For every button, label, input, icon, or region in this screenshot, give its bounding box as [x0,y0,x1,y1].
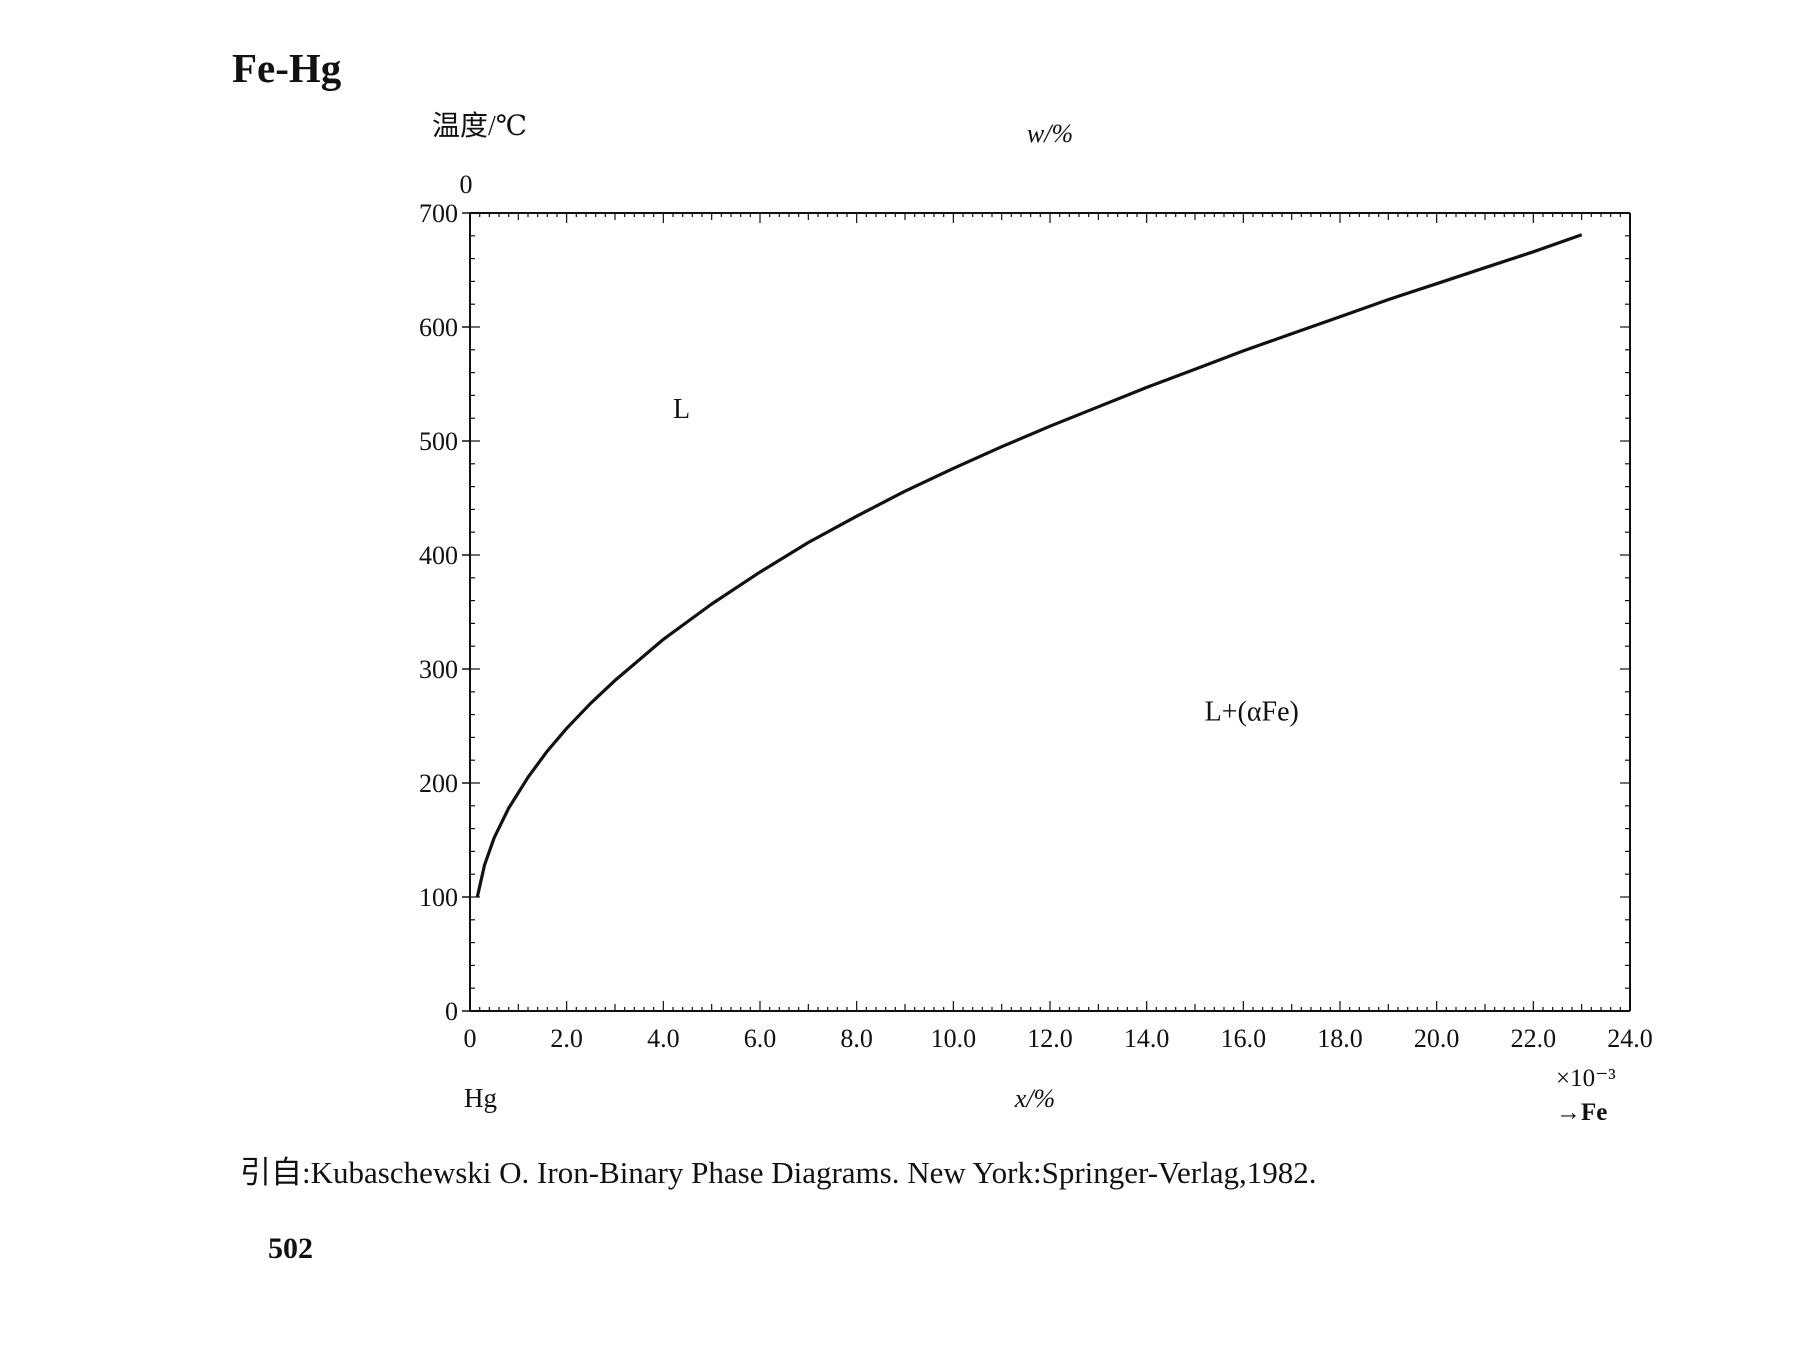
x-tick-label: 24.0 [1607,1024,1653,1053]
x-tick-label: 14.0 [1124,1024,1170,1053]
axes-frame [469,212,1631,1012]
x-top-tick-label: 0 [460,170,473,199]
y-tick-label: 300 [419,655,458,684]
x-tick-label: 22.0 [1511,1024,1557,1053]
y-tick-label: 200 [419,769,458,798]
x-axis-label: x/% [1014,1084,1055,1113]
region-label-liquid: L [673,394,690,425]
x-tick-label: 12.0 [1027,1024,1073,1053]
tick-marks [462,212,1631,1012]
y-tick-label: 0 [445,997,458,1026]
page-number: 502 [268,1232,313,1265]
chart-title: Fe-Hg [232,45,342,91]
x-tick-label: 8.0 [840,1024,873,1053]
x-tick-label: 0 [464,1024,477,1053]
liquidus-curves [475,233,1583,898]
tick-labels: 0 2.0 4.0 6.0 8.0 10.0 12.0 14.0 16.0 18.0 20.0 22.… [419,110,1653,1126]
annotations: L L+(αFe) [673,394,1299,727]
region-label-liquid-alpha-fe: L+(αFe) [1205,696,1299,727]
y-axis-label: 温度/℃ [432,110,527,142]
x-tick-label: 18.0 [1317,1024,1363,1053]
right-component-label: →Fe [1556,1099,1607,1126]
citation: 引自:Kubaschewski O. Iron-Binary Phase Dia… [240,1155,1317,1190]
x-tick-label: 10.0 [931,1024,977,1053]
x-multiplier-label: ×10⁻³ [1556,1065,1616,1092]
x-tick-label: 2.0 [550,1024,583,1053]
left-component-label: Hg [464,1083,497,1113]
y-tick-label: 700 [419,199,458,228]
y-tick-label: 500 [419,427,458,456]
x-tick-label: 16.0 [1221,1024,1267,1053]
y-tick-label: 600 [419,313,458,342]
x-top-axis-label: w/% [1027,119,1073,148]
y-tick-label: 400 [419,541,458,570]
y-tick-label: 100 [419,883,458,912]
x-tick-label: 20.0 [1414,1024,1460,1053]
x-tick-label: 6.0 [744,1024,777,1053]
x-tick-label: 4.0 [647,1024,680,1053]
liquidus-curve [475,233,1583,898]
